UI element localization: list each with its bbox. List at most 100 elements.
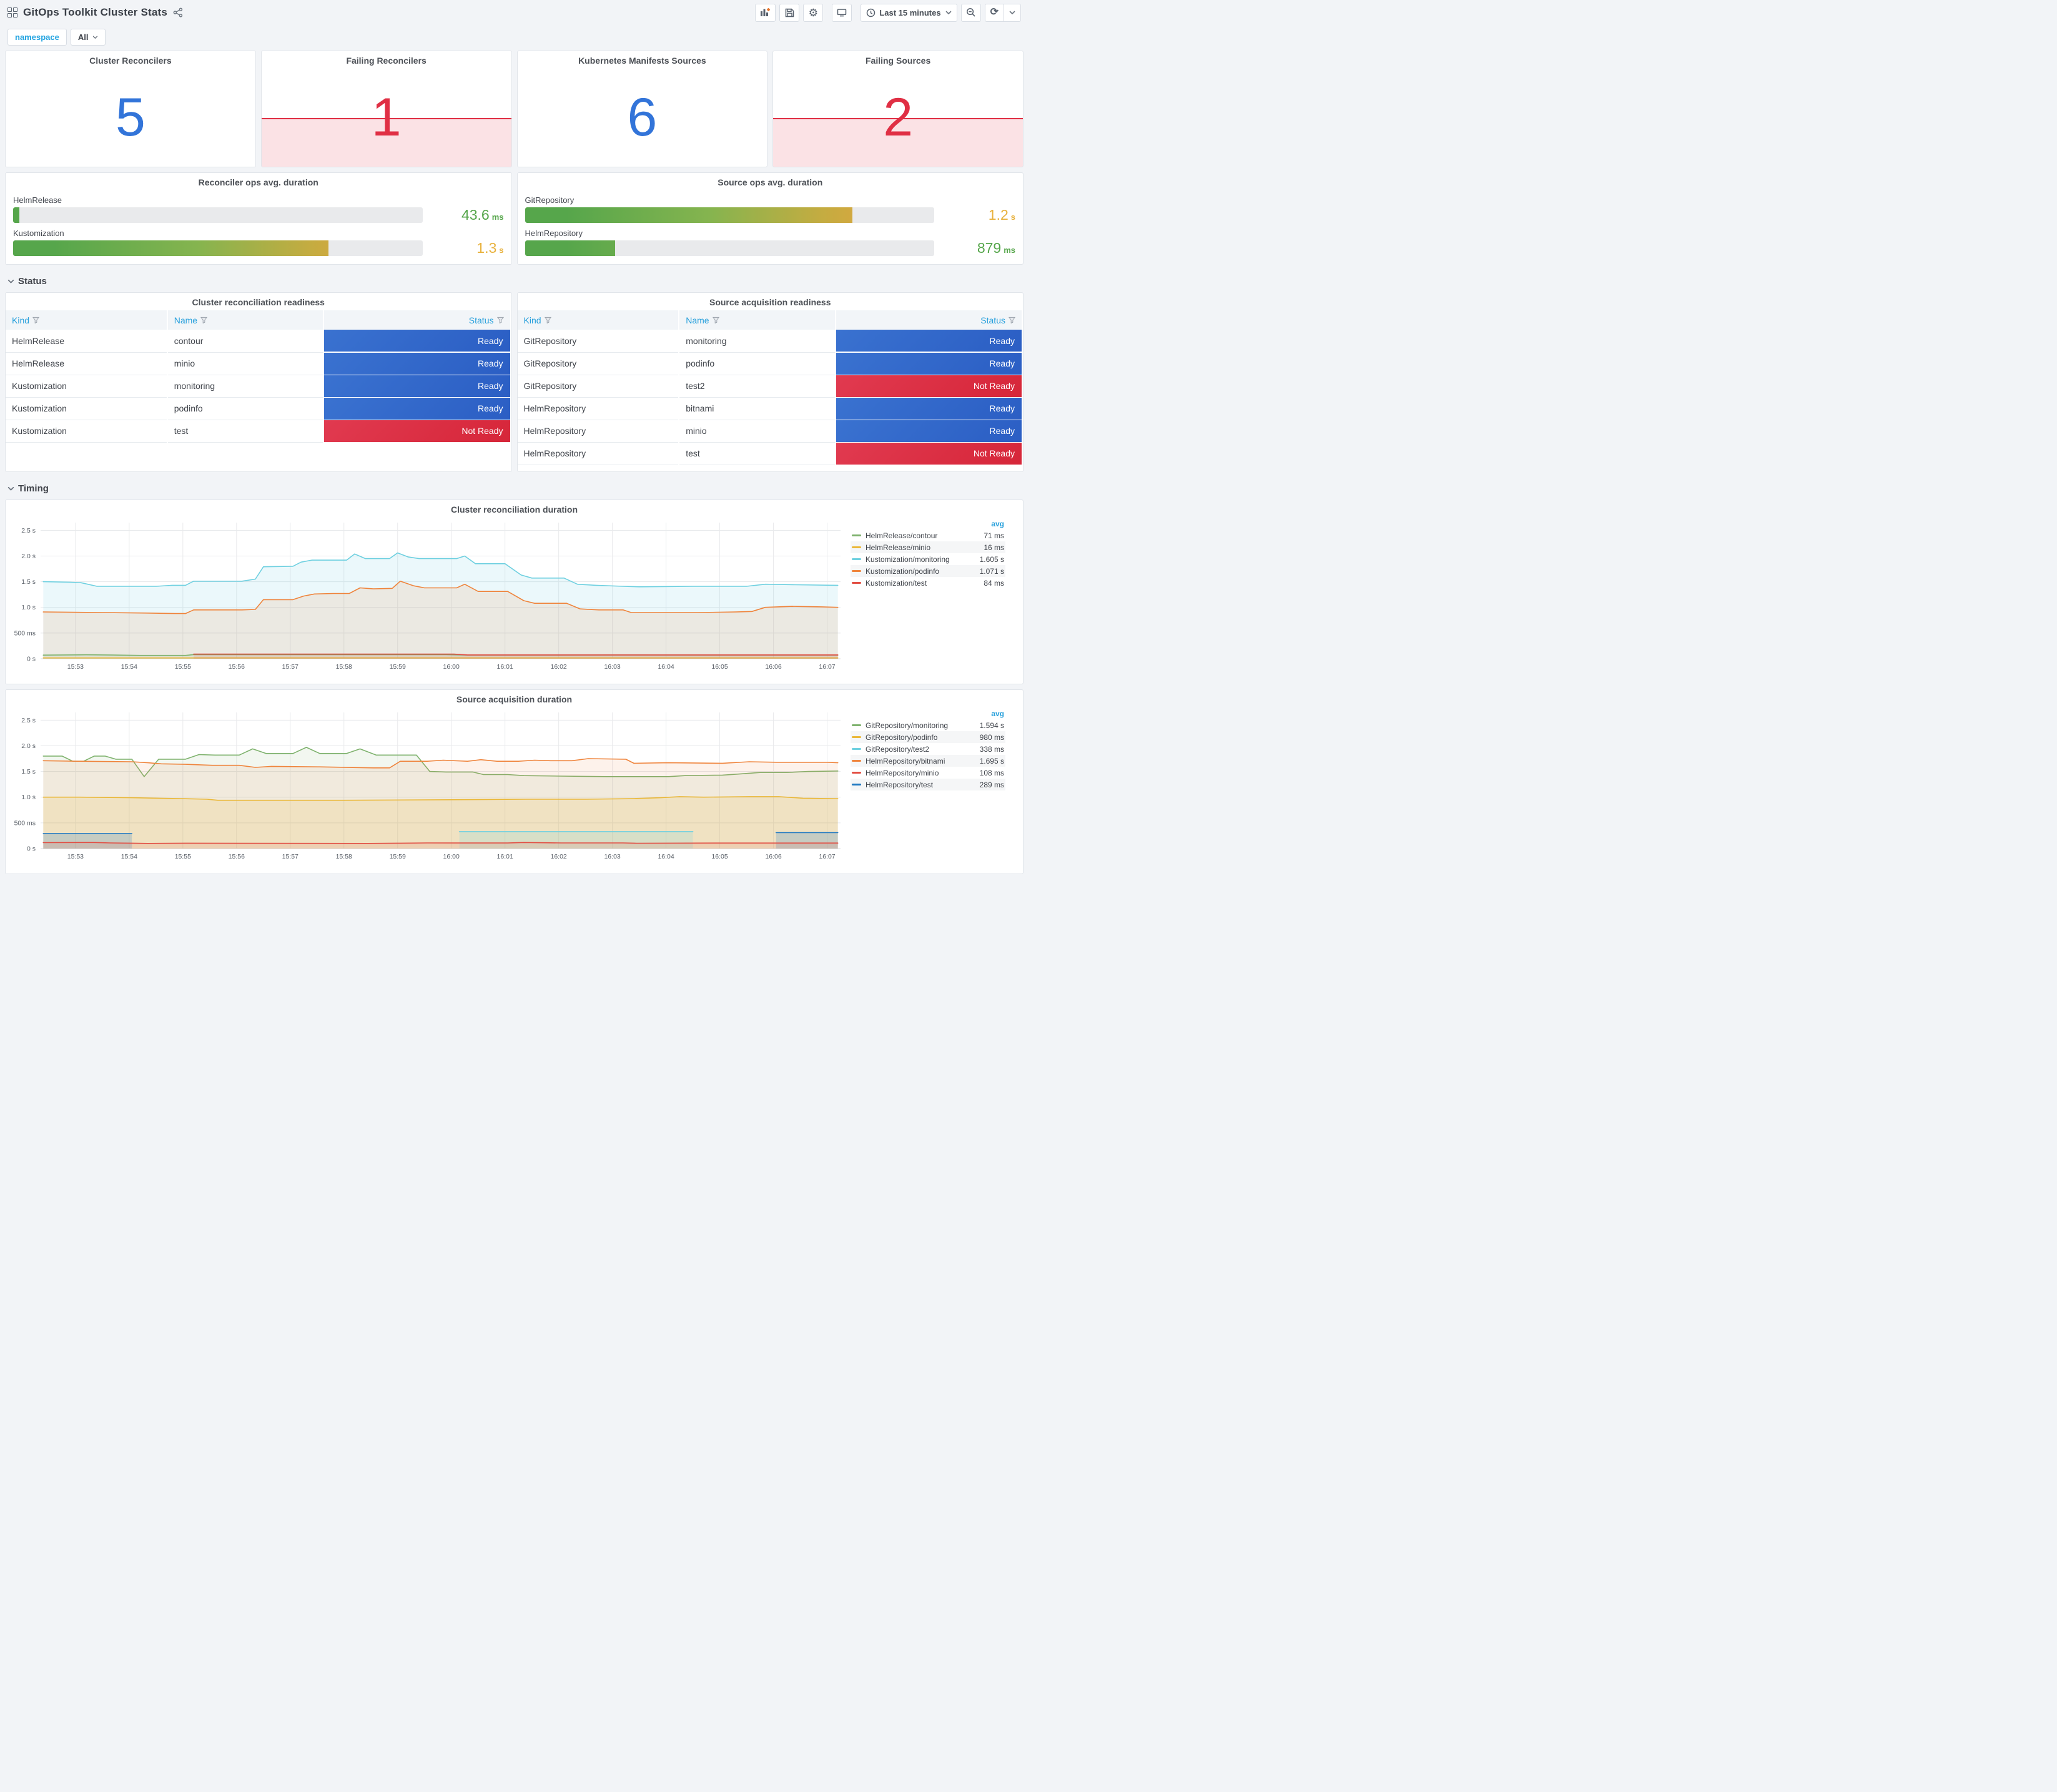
legend-series-color (852, 534, 861, 536)
table-cell-status: Ready (835, 420, 1024, 443)
dashboard-grid-icon[interactable] (7, 7, 17, 17)
table-cell-status: Not Ready (835, 442, 1024, 465)
gauge-value: 43.6 ms (461, 207, 504, 223)
gauge-label: GitRepository (525, 195, 575, 205)
time-series-panel: Cluster reconciliation duration 0 s 500 ms… (5, 500, 1024, 684)
table-column-header-name[interactable]: Name (679, 310, 836, 330)
filter-funnel-icon[interactable] (200, 317, 208, 323)
svg-text:0 s: 0 s (27, 845, 36, 853)
svg-text:15:58: 15:58 (336, 853, 352, 860)
svg-text:16:06: 16:06 (765, 853, 781, 860)
chart-legend: avg HelmRelease/contour 71 ms HelmRelease/m… (848, 516, 1012, 674)
svg-text:2.0 s: 2.0 s (21, 742, 36, 750)
gauge-row: Kustomization 1.3 s (13, 229, 504, 257)
share-icon[interactable] (173, 7, 183, 17)
refresh-button[interactable]: ⟳ (985, 4, 1004, 21)
legend-series-avg: 289 ms (979, 780, 1004, 789)
time-range-picker[interactable]: Last 15 minutes (861, 3, 957, 22)
legend-item[interactable]: GitRepository/podinfo 980 ms (851, 731, 1005, 743)
panel-title[interactable]: Source acquisition readiness (709, 297, 831, 307)
legend-series-color (852, 724, 861, 726)
table-cell-status: Ready (835, 397, 1024, 420)
time-series-plot: 0 s 500 ms 1.0 s 1.5 s 2.0 s 2.5 s 15:53 15:54 1… (14, 523, 841, 671)
panel-title[interactable]: Source ops avg. duration (718, 177, 823, 187)
table-cell: podinfo (679, 352, 836, 375)
svg-text:15:54: 15:54 (121, 663, 137, 671)
legend-item[interactable]: Kustomization/monitoring 1.605 s (851, 553, 1005, 565)
table-column-header-status[interactable]: Status (323, 310, 511, 330)
svg-text:500 ms: 500 ms (14, 629, 36, 637)
filter-funnel-icon[interactable] (544, 317, 551, 323)
filter-funnel-icon[interactable] (32, 317, 40, 323)
legend-avg-header: avg (991, 709, 1004, 718)
svg-text:500 ms: 500 ms (14, 819, 36, 827)
filter-funnel-icon[interactable] (496, 317, 504, 323)
svg-text:1.5 s: 1.5 s (21, 578, 36, 586)
gauge-value: 879 ms (977, 240, 1015, 256)
legend-series-name: GitRepository/monitoring (866, 721, 949, 730)
table-cell: monitoring (679, 330, 836, 353)
legend-series-color (852, 748, 861, 750)
legend-item[interactable]: HelmRepository/minio 108 ms (851, 767, 1005, 779)
table-cell: GitRepository (517, 352, 680, 375)
dashboard-settings-button[interactable]: ⚙ (803, 3, 824, 22)
panel-title[interactable]: Failing Reconcilers (346, 56, 427, 66)
panel-title[interactable]: Cluster reconciliation duration (450, 505, 578, 514)
readiness-table: Kind Name Status HelmRelease contour Ready Hel… (6, 310, 511, 443)
refresh-interval-dropdown[interactable] (1004, 4, 1020, 21)
table-column-header-kind[interactable]: Kind (517, 310, 680, 330)
svg-text:16:02: 16:02 (551, 663, 567, 671)
refresh-button-group: ⟳ (984, 3, 1021, 22)
stat-value-wrap: 1 (262, 67, 511, 167)
legend-series-name: Kustomization/test (866, 578, 927, 588)
legend-series-name: HelmRelease/contour (866, 531, 938, 540)
legend-item[interactable]: HelmRepository/test 289 ms (851, 779, 1005, 790)
table-cell: HelmRepository (517, 397, 680, 420)
legend-series-color (852, 558, 861, 560)
stat-value-wrap: 2 (773, 67, 1023, 167)
filter-funnel-icon[interactable] (1008, 317, 1016, 323)
table-column-header-name[interactable]: Name (167, 310, 325, 330)
section-status[interactable]: Status (5, 270, 1024, 292)
panel-title[interactable]: Reconciler ops avg. duration (198, 177, 318, 187)
legend-item[interactable]: HelmRepository/bitnami 1.695 s (851, 755, 1005, 767)
table-column-header-status[interactable]: Status (835, 310, 1024, 330)
gauges-row: Reconciler ops avg. duration HelmRelease 4… (5, 172, 1024, 265)
section-status-label: Status (18, 276, 47, 287)
charts-area: Cluster reconciliation duration 0 s 500 ms… (5, 500, 1024, 874)
gauge-row: HelmRepository 879 ms (525, 229, 1015, 257)
svg-text:15:53: 15:53 (67, 853, 84, 860)
cycle-view-mode-button[interactable] (832, 3, 852, 22)
table-row: Kustomization test Not Ready (6, 420, 511, 443)
zoom-out-button[interactable] (960, 3, 981, 22)
filter-funnel-icon[interactable] (712, 317, 719, 323)
section-timing[interactable]: Timing (5, 477, 1024, 500)
add-panel-button[interactable] (755, 3, 776, 22)
table-column-header-kind[interactable]: Kind (6, 310, 168, 330)
legend-item[interactable]: GitRepository/test2 338 ms (851, 743, 1005, 755)
panel-title[interactable]: Failing Sources (866, 56, 931, 66)
tv-icon (837, 8, 847, 16)
svg-text:16:01: 16:01 (497, 853, 513, 860)
legend-series-color (852, 736, 861, 738)
legend-item[interactable]: HelmRelease/contour 71 ms (851, 529, 1005, 541)
legend-item[interactable]: Kustomization/podinfo 1.071 s (851, 565, 1005, 577)
legend-avg-header: avg (991, 519, 1004, 528)
legend-item[interactable]: Kustomization/test 84 ms (851, 577, 1005, 589)
panel-title[interactable]: Source acquisition duration (456, 694, 573, 704)
legend-item[interactable]: GitRepository/monitoring 1.594 s (851, 719, 1005, 731)
legend-series-name: HelmRepository/test (866, 780, 934, 789)
time-range-label: Last 15 minutes (879, 7, 941, 17)
save-dashboard-button[interactable] (779, 3, 800, 22)
panel-title[interactable]: Cluster reconciliation readiness (192, 297, 325, 307)
svg-text:15:59: 15:59 (390, 663, 406, 671)
gauge-label: HelmRelease (13, 195, 62, 205)
legend-series-avg: 338 ms (979, 744, 1004, 754)
legend-series-avg: 1.695 s (979, 756, 1004, 766)
panel-title[interactable]: Kubernetes Manifests Sources (578, 56, 706, 66)
legend-item[interactable]: HelmRelease/minio 16 ms (851, 541, 1005, 553)
panel-title[interactable]: Cluster Reconcilers (89, 56, 172, 66)
stats-row: Cluster Reconcilers 5 Failing Reconcilers 1… (5, 51, 1024, 167)
table-cell: minio (679, 420, 836, 443)
variable-value-dropdown[interactable]: All (70, 29, 106, 46)
